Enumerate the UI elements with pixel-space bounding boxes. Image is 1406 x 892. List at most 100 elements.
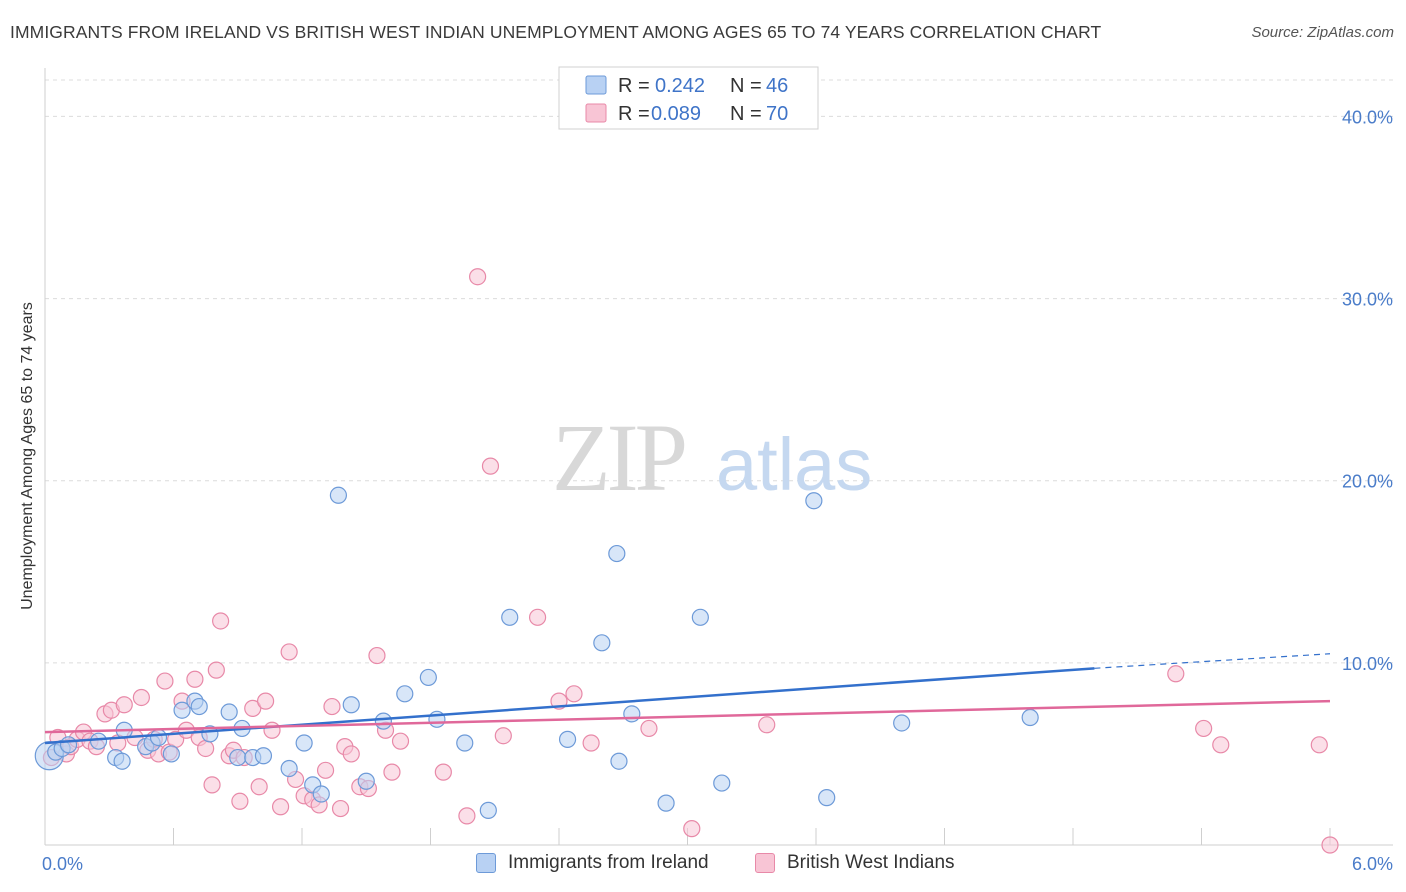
point-ireland-24 <box>312 785 330 803</box>
point-bwi-30 <box>231 792 249 810</box>
y-tick-label-3: 40.0% <box>1342 107 1393 127</box>
point-bwi-57 <box>494 727 512 745</box>
point-bwi-58 <box>528 608 547 626</box>
legend-swatch-ireland <box>585 75 607 95</box>
watermark: ZIP atlas <box>552 404 872 511</box>
trend-line-ireland <box>44 667 1095 745</box>
point-ireland-6 <box>113 752 131 770</box>
series-immigrants-from-ireland <box>34 486 1039 819</box>
point-ireland-28 <box>374 712 392 730</box>
point-ireland-34 <box>501 608 519 626</box>
point-bwi-43 <box>323 697 341 716</box>
legend-label-ireland: Immigrants from Ireland <box>508 852 709 873</box>
point-ireland-39 <box>623 705 641 723</box>
point-bwi-61 <box>582 734 600 752</box>
point-ireland-25 <box>329 486 348 504</box>
chart-title: IMMIGRANTS FROM IRELAND VS BRITISH WEST … <box>10 22 1102 42</box>
point-ireland-12 <box>173 701 191 719</box>
point-bwi-42 <box>316 761 335 779</box>
point-bwi-33 <box>250 778 268 796</box>
point-bwi-22 <box>186 670 204 688</box>
point-bwi-49 <box>368 646 386 665</box>
point-bwi-35 <box>263 721 281 739</box>
point-ireland-17 <box>229 748 247 767</box>
legend-swatch-ireland-bottom <box>476 853 496 873</box>
y-tick-label-2: 30.0% <box>1342 290 1393 310</box>
point-ireland-29 <box>396 685 414 703</box>
point-bwi-69 <box>1321 836 1339 854</box>
point-ireland-43 <box>805 492 823 510</box>
point-bwi-68 <box>1310 736 1328 754</box>
point-bwi-56 <box>481 457 500 475</box>
point-bwi-60 <box>565 685 583 703</box>
point-ireland-4 <box>89 732 108 750</box>
point-bwi-62 <box>640 719 658 738</box>
point-bwi-13 <box>132 688 150 707</box>
legend-item-bwi: British West Indians <box>755 852 955 874</box>
axes <box>44 68 1393 846</box>
point-ireland-21 <box>280 759 298 778</box>
point-ireland-45 <box>893 714 911 732</box>
watermark-zip: ZIP <box>552 404 685 511</box>
point-ireland-33 <box>479 801 497 819</box>
legend-r-value-bwi: 0.089 <box>651 103 701 125</box>
point-ireland-40 <box>657 794 675 812</box>
x-tick-label-max: 6.0% <box>1352 854 1393 874</box>
legend-label-bwi: British West Indians <box>787 852 955 873</box>
point-ireland-32 <box>456 734 474 752</box>
point-bwi-64 <box>758 716 776 734</box>
point-bwi-46 <box>342 745 360 763</box>
point-bwi-63 <box>683 820 701 838</box>
point-bwi-11 <box>115 696 133 714</box>
point-bwi-55 <box>469 268 487 286</box>
point-ireland-46 <box>1021 708 1039 727</box>
point-bwi-65 <box>1167 665 1185 683</box>
trend-lines <box>44 653 1331 745</box>
correlation-legend: R = 0.242 N = 46 R = 0.089 N = 70 <box>558 66 819 130</box>
point-ireland-16 <box>220 703 238 721</box>
point-bwi-52 <box>391 732 410 750</box>
point-ireland-26 <box>342 696 360 714</box>
point-bwi-54 <box>458 807 476 825</box>
series-legend: Immigrants from Ireland British West Ind… <box>0 852 1406 876</box>
point-bwi-51 <box>383 763 401 781</box>
point-ireland-38 <box>610 752 628 770</box>
watermark-atlas: atlas <box>716 423 872 506</box>
point-ireland-30 <box>419 668 437 687</box>
legend-swatch-bwi-bottom <box>755 853 775 873</box>
legend-r-label-ireland: R = <box>618 75 650 97</box>
legend-swatch-bwi <box>585 103 607 123</box>
source-credit: Source: ZipAtlas.com <box>1251 24 1394 41</box>
y-tick-label-0: 10.0% <box>1342 654 1393 674</box>
point-bwi-44 <box>331 799 350 818</box>
legend-r-label-bwi: R = <box>618 103 650 125</box>
point-bwi-36 <box>271 798 290 816</box>
point-ireland-10 <box>149 728 168 747</box>
point-bwi-34 <box>256 692 275 710</box>
point-ireland-41 <box>691 608 709 626</box>
point-bwi-26 <box>207 661 225 679</box>
point-ireland-35 <box>558 730 577 748</box>
legend-item-ireland: Immigrants from Ireland <box>476 852 709 874</box>
legend-r-value-ireland: 0.242 <box>655 75 705 97</box>
point-bwi-24 <box>197 739 215 758</box>
point-ireland-20 <box>254 747 273 765</box>
y-tick-label-1: 20.0% <box>1342 472 1393 492</box>
point-bwi-27 <box>212 612 230 630</box>
point-ireland-22 <box>295 734 313 752</box>
trend-line-bwi <box>44 699 1331 734</box>
point-bwi-37 <box>280 643 298 661</box>
point-ireland-3 <box>59 736 78 754</box>
point-ireland-42 <box>713 774 731 792</box>
point-ireland-44 <box>818 789 836 807</box>
tick-labels: 10.0% 20.0% 30.0% 40.0% 0.0% 6.0% <box>42 107 1393 874</box>
point-bwi-17 <box>156 672 174 690</box>
grid-lines <box>45 79 1393 664</box>
legend-n-label-bwi: N = <box>730 103 762 125</box>
legend-n-label-ireland: N = <box>730 75 762 97</box>
point-ireland-37 <box>608 544 626 563</box>
trend-line-ireland-extension <box>1094 653 1331 669</box>
legend-n-value-ireland: 46 <box>766 75 788 97</box>
point-bwi-66 <box>1195 719 1213 738</box>
point-bwi-67 <box>1212 736 1230 754</box>
